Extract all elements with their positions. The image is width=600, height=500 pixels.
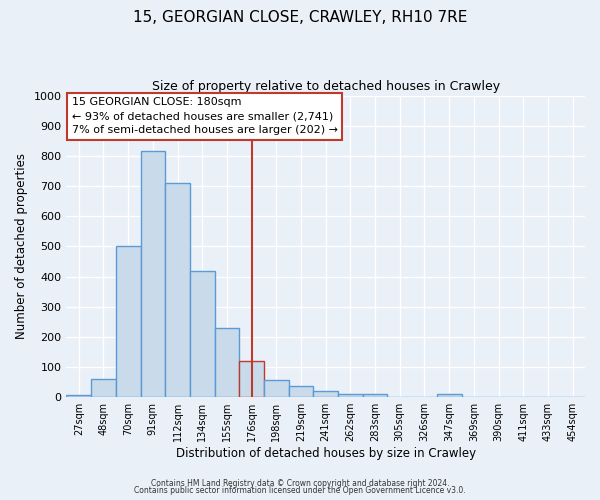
Text: 15, GEORGIAN CLOSE, CRAWLEY, RH10 7RE: 15, GEORGIAN CLOSE, CRAWLEY, RH10 7RE	[133, 10, 467, 25]
Text: Contains public sector information licensed under the Open Government Licence v3: Contains public sector information licen…	[134, 486, 466, 495]
Bar	[67, 395, 91, 397]
Bar	[116, 246, 140, 397]
Bar	[363, 394, 388, 397]
X-axis label: Distribution of detached houses by size in Crawley: Distribution of detached houses by size …	[176, 447, 476, 460]
Bar	[165, 183, 190, 397]
Bar	[437, 394, 461, 397]
Bar	[289, 386, 313, 397]
Bar	[215, 328, 239, 397]
Text: Contains HM Land Registry data © Crown copyright and database right 2024.: Contains HM Land Registry data © Crown c…	[151, 478, 449, 488]
Y-axis label: Number of detached properties: Number of detached properties	[15, 154, 28, 340]
Text: 15 GEORGIAN CLOSE: 180sqm
← 93% of detached houses are smaller (2,741)
7% of sem: 15 GEORGIAN CLOSE: 180sqm ← 93% of detac…	[71, 97, 338, 135]
Bar	[264, 380, 289, 397]
Bar	[239, 361, 264, 397]
Bar	[91, 379, 116, 397]
Title: Size of property relative to detached houses in Crawley: Size of property relative to detached ho…	[152, 80, 500, 93]
Bar	[140, 152, 165, 397]
Bar	[190, 270, 215, 397]
Bar	[313, 391, 338, 397]
Bar	[338, 394, 363, 397]
